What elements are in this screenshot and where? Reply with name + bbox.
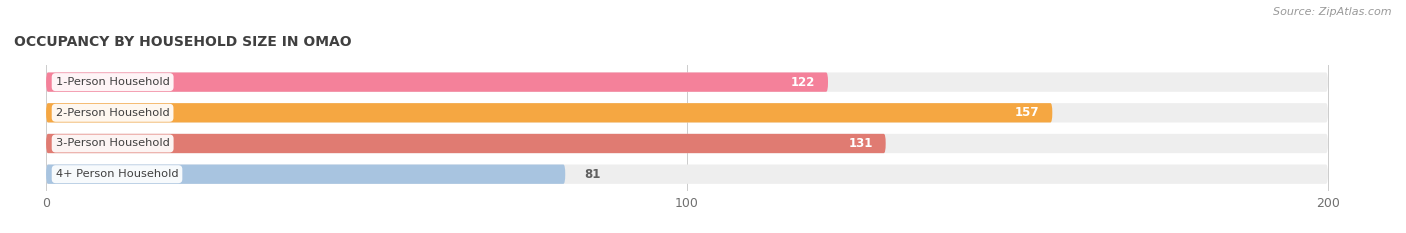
FancyBboxPatch shape [46,164,1327,184]
Text: 4+ Person Household: 4+ Person Household [56,169,179,179]
FancyBboxPatch shape [46,103,1052,123]
FancyBboxPatch shape [46,164,565,184]
Text: 81: 81 [585,168,600,181]
Text: Source: ZipAtlas.com: Source: ZipAtlas.com [1274,7,1392,17]
FancyBboxPatch shape [46,134,1327,153]
Text: OCCUPANCY BY HOUSEHOLD SIZE IN OMAO: OCCUPANCY BY HOUSEHOLD SIZE IN OMAO [14,35,352,49]
FancyBboxPatch shape [46,103,1327,123]
Text: 1-Person Household: 1-Person Household [56,77,170,87]
Text: 122: 122 [790,76,815,89]
Text: 131: 131 [848,137,873,150]
Text: 157: 157 [1015,106,1039,119]
FancyBboxPatch shape [46,72,828,92]
FancyBboxPatch shape [46,72,1327,92]
Text: 3-Person Household: 3-Person Household [56,138,170,148]
Text: 2-Person Household: 2-Person Household [56,108,170,118]
FancyBboxPatch shape [46,134,886,153]
